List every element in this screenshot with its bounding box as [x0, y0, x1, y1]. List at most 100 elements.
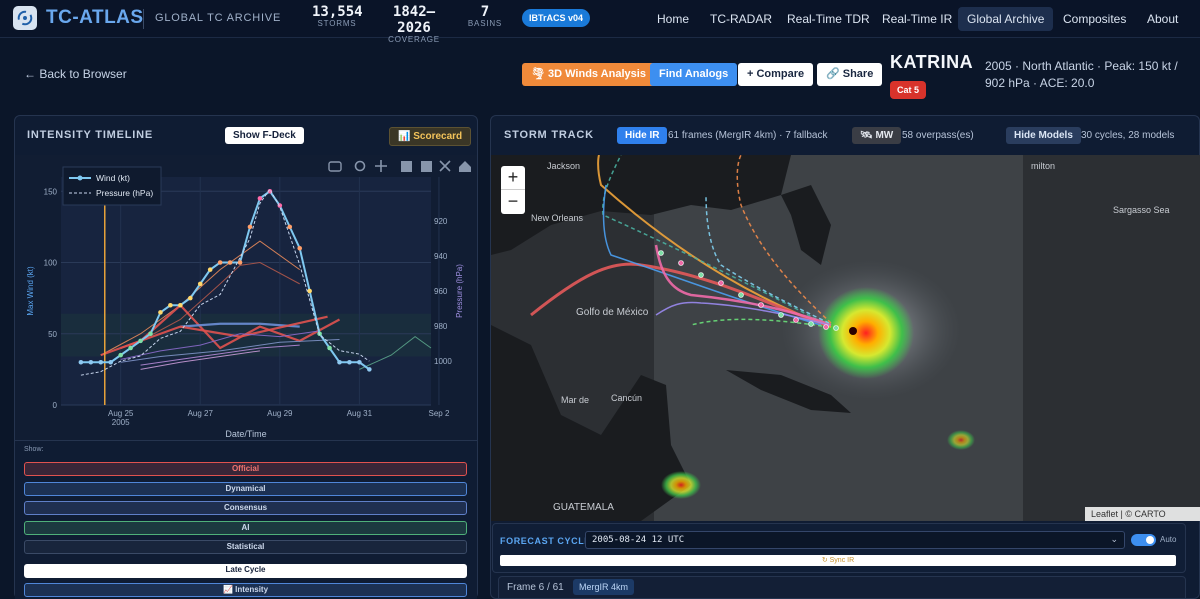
camera-icon[interactable]: [328, 161, 342, 172]
wind-point[interactable]: [188, 295, 193, 301]
legend-marker-wind: [77, 175, 83, 181]
wind-point[interactable]: [138, 338, 143, 344]
track-point[interactable]: [738, 292, 744, 298]
home-icon[interactable]: [459, 161, 471, 172]
wind-point[interactable]: [227, 260, 233, 265]
stat-value: 13,554: [312, 4, 363, 20]
track-point[interactable]: [658, 250, 664, 256]
y2-axis-title: Pressure (hPa): [455, 264, 464, 318]
microwave-button[interactable]: 🛰 MW: [852, 127, 902, 144]
wind-point[interactable]: [78, 359, 84, 365]
wind-point[interactable]: [158, 310, 163, 315]
wind-point[interactable]: [168, 302, 173, 308]
track-point[interactable]: [678, 260, 684, 266]
wind-point[interactable]: [108, 359, 114, 365]
share-button[interactable]: 🔗 Share: [817, 63, 883, 86]
wind-point[interactable]: [217, 260, 223, 265]
auto-toggle[interactable]: [1131, 534, 1156, 546]
wind-point[interactable]: [367, 367, 372, 372]
nav-composites[interactable]: Composites: [1063, 12, 1127, 26]
track-point[interactable]: [793, 317, 799, 323]
legend-entry[interactable]: Wind (kt): [96, 173, 130, 183]
nav-about[interactable]: About: [1147, 12, 1179, 26]
wind-point[interactable]: [307, 288, 312, 294]
map-zoom-in-button[interactable]: +: [501, 166, 525, 190]
wind-point[interactable]: [237, 260, 243, 265]
brand-title[interactable]: TC-ATLAS: [46, 7, 144, 28]
model-group-late-cycle[interactable]: Late Cycle: [24, 564, 467, 578]
nav-global-archive[interactable]: Global Archive: [958, 7, 1054, 31]
compare-button[interactable]: + Compare: [738, 63, 814, 86]
nav-tc-radar[interactable]: TC-RADAR: [710, 12, 772, 26]
cyclone-logo-icon[interactable]: [13, 6, 37, 30]
wind-point[interactable]: [297, 245, 303, 251]
zoom-out-icon[interactable]: [421, 161, 432, 172]
forecast-track[interactable]: [736, 155, 832, 324]
track-point[interactable]: [718, 280, 724, 286]
map-zoom-out-button[interactable]: −: [501, 190, 525, 214]
autoscale-icon[interactable]: [439, 160, 451, 172]
storm-track-map[interactable]: Jackson New Orleans Golfo de México Mar …: [491, 155, 1200, 521]
wind-point[interactable]: [118, 352, 123, 358]
show-fdeck-button[interactable]: Show F-Deck: [225, 127, 304, 144]
zoom-in-icon[interactable]: [401, 161, 412, 172]
wind-point[interactable]: [178, 302, 183, 308]
storm-name: KATRINA: [890, 52, 974, 72]
back-to-browser-link[interactable]: ← Back to Browser: [24, 67, 127, 81]
forecast-track[interactable]: [654, 244, 832, 327]
nav-realtime-tdr[interactable]: Real-Time TDR: [787, 12, 870, 26]
model-group-consensus[interactable]: Consensus: [24, 501, 467, 515]
wind-point[interactable]: [337, 359, 342, 365]
stat-label: COVERAGE: [388, 35, 440, 44]
storm-track-title: STORM TRACK: [504, 129, 594, 141]
chart-toolbar: [328, 160, 471, 172]
find-analogs-button[interactable]: Find Analogs: [650, 63, 738, 86]
model-group-ai[interactable]: AI: [24, 521, 467, 535]
model-group-official[interactable]: Official: [24, 462, 467, 476]
wind-point[interactable]: [98, 359, 104, 365]
wind-point[interactable]: [247, 224, 253, 230]
wind-point[interactable]: [88, 359, 94, 365]
map-attribution[interactable]: Leaflet | © CARTO: [1091, 509, 1166, 519]
brand-divider: [143, 9, 144, 29]
legend-entry[interactable]: Pressure (hPa): [96, 188, 153, 198]
track-point[interactable]: [698, 272, 704, 278]
track-point[interactable]: [778, 312, 784, 318]
pan-icon[interactable]: [375, 160, 387, 172]
y2-tick-label: 960: [434, 287, 448, 296]
legend-box: [62, 166, 162, 206]
wind-point[interactable]: [357, 359, 362, 365]
forecast-track[interactable]: [602, 155, 830, 327]
scorecard-button[interactable]: 📊 Scorecard: [389, 127, 472, 146]
wind-point[interactable]: [207, 267, 213, 272]
forecast-track[interactable]: [530, 262, 827, 327]
nav-realtime-ir[interactable]: Real-Time IR: [882, 12, 953, 26]
forecast-track[interactable]: [655, 301, 830, 326]
x-tick-label: Aug 27: [188, 409, 214, 418]
wind-point[interactable]: [287, 224, 293, 230]
3d-winds-button[interactable]: 🌪 3D Winds Analysis: [522, 63, 655, 86]
zoom-icon[interactable]: [354, 160, 366, 172]
forecast-track[interactable]: [602, 184, 822, 326]
track-point[interactable]: [833, 325, 839, 331]
model-group-dynamical[interactable]: Dynamical: [24, 482, 467, 496]
hide-models-button[interactable]: Hide Models: [1006, 127, 1081, 144]
track-point[interactable]: [808, 321, 814, 327]
nav-home[interactable]: Home: [657, 12, 690, 26]
wind-point[interactable]: [128, 345, 133, 351]
hide-ir-button[interactable]: Hide IR: [617, 127, 668, 144]
intensity-panel-title: INTENSITY TIMELINE: [27, 129, 154, 141]
wind-point[interactable]: [327, 345, 332, 351]
track-point[interactable]: [823, 324, 829, 330]
wind-point[interactable]: [148, 331, 153, 337]
wind-point[interactable]: [257, 196, 263, 201]
sync-ir-button[interactable]: ↻ Sync IR: [500, 555, 1176, 566]
intensity-chart[interactable]: 0 50 100 150 920 940 960 980 1000 Aug 25 Aug 27 Aug…: [15, 155, 477, 440]
model-group-intensity[interactable]: 📈 Intensity: [24, 583, 467, 597]
model-group-statistical[interactable]: Statistical: [24, 540, 467, 554]
track-point[interactable]: [758, 302, 764, 308]
y2-tick-label: 920: [434, 217, 448, 226]
wind-point[interactable]: [347, 359, 352, 365]
wind-point[interactable]: [197, 281, 203, 287]
forecast-cycle-select[interactable]: 2005-08-24 12 UTC ⌄: [585, 531, 1125, 549]
